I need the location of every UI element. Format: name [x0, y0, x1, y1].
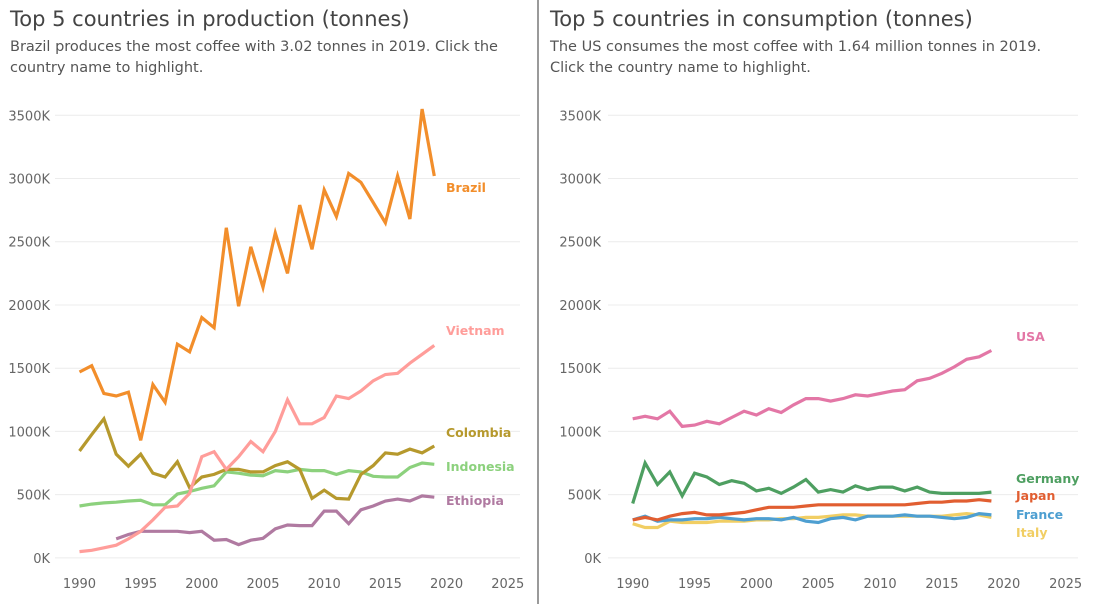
x-tick-label: 2005 [246, 577, 279, 592]
series-line-germany[interactable] [631, 459, 992, 504]
y-tick-label: 3500K [559, 109, 601, 124]
series-line-colombia[interactable] [78, 415, 436, 501]
x-tick-label: 2000 [740, 577, 773, 592]
production-panel: Top 5 countries in production (tonnes) B… [0, 0, 537, 604]
production-chart: 0K 500K 1000K 1500K 2000K 2500K 3000K 3500K 1990… [8, 108, 524, 592]
series-label-japan[interactable]: Japan [1015, 488, 1055, 503]
x-tick-label: 1990 [616, 577, 649, 592]
panel-divider [537, 0, 539, 604]
series-line-vietnam[interactable] [79, 344, 436, 554]
chart-subtitle: Brazil produces the most coffee with 3.0… [10, 39, 498, 76]
x-tick-label: 1990 [63, 577, 96, 592]
y-tick-label: 1500K [559, 362, 601, 377]
x-tick-label: 2010 [864, 577, 897, 592]
y-tick-label: 0K [584, 552, 601, 567]
y-tick-label: 3000K [559, 173, 601, 188]
y-tick-label: 1500K [8, 362, 50, 377]
series-line-ethiopia[interactable] [115, 494, 435, 547]
x-tick-label: 2000 [185, 577, 218, 592]
x-tick-label: 2010 [308, 577, 341, 592]
series-label-usa[interactable]: USA [1016, 329, 1045, 344]
x-tick-label: 2020 [987, 577, 1020, 592]
y-tick-label: 2000K [8, 299, 50, 314]
x-tick-label: 2025 [491, 577, 524, 592]
x-tick-label: 2020 [430, 577, 463, 592]
y-tick-label: 500K [17, 489, 51, 504]
chart-title: Top 5 countries in consumption (tonnes) [550, 7, 973, 31]
y-tick-label: 2500K [8, 236, 50, 251]
series-line-japan[interactable] [632, 498, 992, 522]
series-label-vietnam[interactable]: Vietnam [446, 323, 505, 338]
series-label-colombia[interactable]: Colombia [446, 425, 511, 440]
series-line-brazil[interactable] [78, 108, 436, 441]
y-tick-label: 0K [33, 552, 50, 567]
series-label-indonesia[interactable]: Indonesia [446, 459, 515, 474]
y-tick-label: 3000K [8, 173, 50, 188]
consumption-panel: Top 5 countries in consumption (tonnes) … [540, 0, 1094, 604]
series-line-usa[interactable] [632, 349, 993, 429]
y-tick-label: 2500K [559, 236, 601, 251]
series-line-france[interactable] [632, 511, 992, 525]
chart-title: Top 5 countries in production (tonnes) [10, 7, 410, 31]
x-tick-label: 2005 [802, 577, 835, 592]
series-label-brazil[interactable]: Brazil [446, 180, 486, 195]
consumption-chart: 0K 500K 1000K 1500K 2000K 2500K 3000K 3500K 1990… [559, 109, 1082, 592]
x-tick-label: 2015 [369, 577, 402, 592]
x-tick-label: 1995 [124, 577, 157, 592]
chart-subtitle: The US consumes the most coffee with 1.6… [550, 39, 1042, 76]
y-tick-label: 2000K [559, 299, 601, 314]
y-tick-label: 500K [568, 489, 602, 504]
series-label-italy[interactable]: Italy [1016, 525, 1048, 540]
series-label-germany[interactable]: Germany [1016, 471, 1079, 486]
y-tick-label: 3500K [8, 109, 50, 124]
y-tick-label: 1000K [559, 425, 601, 440]
series-label-ethiopia[interactable]: Ethiopia [446, 493, 504, 508]
series-line-indonesia[interactable] [79, 461, 435, 508]
series-label-france[interactable]: France [1016, 507, 1063, 522]
x-tick-label: 2025 [1049, 577, 1082, 592]
y-tick-label: 1000K [8, 425, 50, 440]
x-tick-label: 2015 [925, 577, 958, 592]
x-tick-label: 1995 [678, 577, 711, 592]
